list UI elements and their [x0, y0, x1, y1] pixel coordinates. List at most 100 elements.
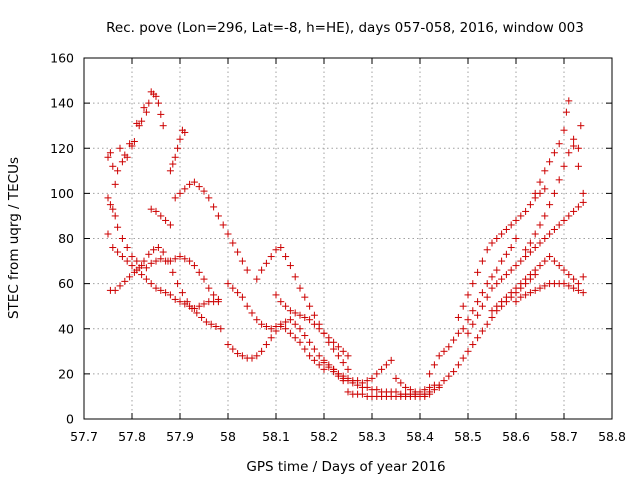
data-point — [421, 386, 429, 394]
data-point — [474, 268, 482, 276]
data-point — [267, 325, 275, 333]
data-point — [469, 280, 477, 288]
data-point — [306, 338, 314, 346]
data-point — [531, 244, 539, 252]
y-tick-label: 140 — [50, 96, 74, 111]
data-point — [565, 212, 573, 220]
data-point — [262, 259, 270, 267]
data-point — [358, 390, 366, 398]
data-point — [459, 325, 467, 333]
data-point — [483, 293, 491, 301]
data-point — [162, 289, 170, 297]
data-point — [310, 345, 318, 353]
data-point — [171, 153, 179, 161]
data-point — [229, 284, 237, 292]
data-point — [440, 377, 448, 385]
data-point — [454, 329, 462, 337]
data-point — [358, 379, 366, 387]
data-point — [267, 253, 275, 261]
y-tick-label: 160 — [50, 51, 74, 66]
data-point — [234, 350, 242, 358]
data-point — [142, 275, 150, 283]
data-point — [253, 316, 261, 324]
data-point — [118, 235, 126, 242]
data-point — [373, 370, 381, 378]
data-point — [190, 178, 198, 186]
data-point — [315, 325, 323, 333]
data-point — [560, 126, 568, 134]
data-point — [248, 309, 256, 317]
data-point — [178, 289, 186, 297]
data-point — [111, 212, 119, 220]
data-point — [565, 97, 573, 105]
data-point — [502, 225, 510, 233]
data-point — [478, 327, 486, 335]
data-point — [325, 334, 333, 342]
data-point — [402, 383, 410, 391]
x-tick-label: 58.5 — [454, 429, 482, 444]
data-point — [344, 374, 352, 382]
data-point — [397, 379, 405, 387]
data-point — [104, 194, 112, 202]
data-point — [210, 203, 218, 211]
data-point — [334, 352, 342, 360]
data-point — [574, 280, 582, 288]
data-point — [555, 176, 563, 184]
data-point — [188, 304, 196, 312]
data-point — [176, 135, 184, 143]
data-point — [354, 377, 362, 385]
data-point — [574, 286, 582, 294]
data-point — [334, 343, 342, 351]
data-point — [145, 250, 153, 258]
data-point — [277, 298, 285, 306]
data-point — [450, 336, 458, 344]
data-point — [181, 255, 189, 263]
data-point — [234, 289, 242, 297]
data-point — [474, 311, 482, 319]
data-point — [531, 286, 539, 294]
data-point — [301, 332, 309, 340]
data-point — [176, 298, 184, 306]
data-point — [258, 266, 266, 274]
data-point — [488, 273, 496, 281]
data-point — [234, 248, 242, 256]
data-point — [130, 268, 138, 276]
data-point — [123, 153, 131, 161]
data-point — [330, 338, 338, 346]
data-point — [579, 273, 587, 281]
data-point — [114, 167, 122, 175]
data-point — [344, 352, 352, 360]
data-point — [320, 356, 328, 364]
data-point — [478, 257, 486, 265]
data-point — [488, 284, 496, 292]
data-point — [426, 383, 434, 391]
data-point — [207, 320, 215, 328]
data-point — [301, 293, 309, 301]
x-tick-label: 57.9 — [166, 429, 194, 444]
data-point — [502, 250, 510, 258]
data-point — [166, 167, 174, 175]
data-point — [493, 302, 501, 310]
data-point — [507, 289, 515, 297]
data-point — [488, 313, 496, 321]
data-point — [152, 92, 160, 100]
data-point — [193, 309, 201, 317]
data-point — [546, 230, 554, 238]
data-point — [507, 221, 515, 229]
data-point — [154, 244, 162, 252]
data-point — [464, 316, 472, 324]
data-point — [478, 289, 486, 297]
data-point — [541, 167, 549, 175]
data-point — [325, 361, 333, 369]
data-point — [454, 361, 462, 369]
plot-frame — [83, 57, 613, 420]
data-point — [502, 293, 510, 301]
data-point — [258, 320, 266, 328]
data-point — [282, 253, 290, 261]
data-point — [301, 313, 309, 321]
data-point — [267, 334, 275, 342]
data-point — [363, 383, 371, 391]
data-point — [104, 153, 112, 161]
data-point — [522, 253, 530, 261]
data-point — [531, 230, 539, 238]
